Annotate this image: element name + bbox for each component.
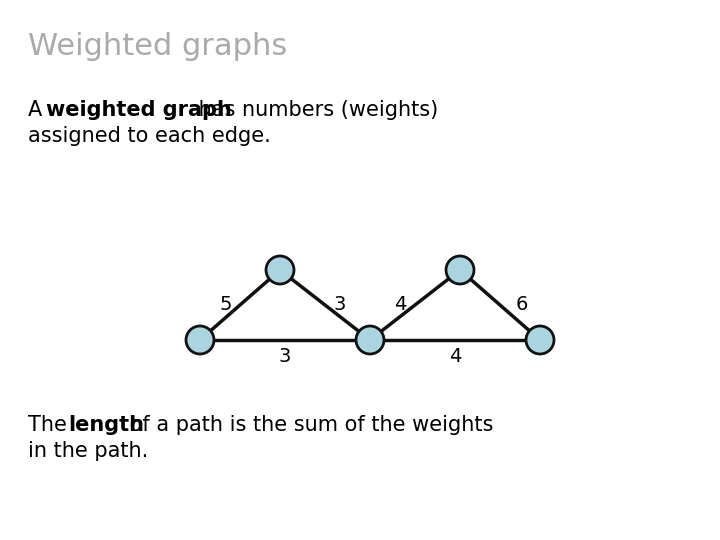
- Text: 4: 4: [395, 295, 407, 314]
- Circle shape: [526, 326, 554, 354]
- Text: length: length: [68, 415, 144, 435]
- Text: Weighted graphs: Weighted graphs: [28, 32, 287, 61]
- Text: The: The: [28, 415, 73, 435]
- Text: 3: 3: [333, 295, 346, 314]
- Circle shape: [186, 326, 214, 354]
- Text: weighted graph: weighted graph: [46, 100, 232, 120]
- Circle shape: [446, 256, 474, 284]
- Text: of a path is the sum of the weights: of a path is the sum of the weights: [123, 415, 493, 435]
- Circle shape: [356, 326, 384, 354]
- Text: 5: 5: [220, 295, 232, 314]
- Text: 6: 6: [516, 295, 528, 314]
- Text: A: A: [28, 100, 49, 120]
- Circle shape: [266, 256, 294, 284]
- Text: 4: 4: [449, 347, 462, 366]
- Text: in the path.: in the path.: [28, 441, 148, 461]
- Text: has numbers (weights): has numbers (weights): [192, 100, 438, 120]
- Text: assigned to each edge.: assigned to each edge.: [28, 126, 271, 146]
- Text: 3: 3: [279, 347, 291, 366]
